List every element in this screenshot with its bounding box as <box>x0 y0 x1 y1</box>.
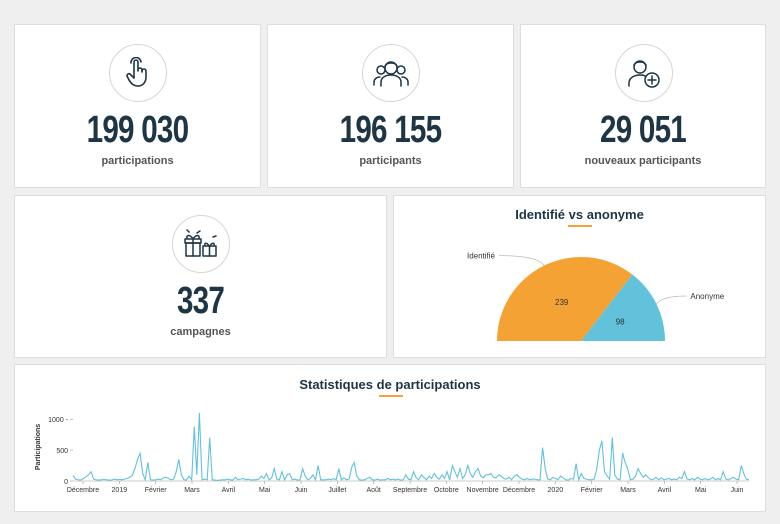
x-tick-label-14: Février <box>581 487 603 494</box>
x-tick-label-4: Avril <box>222 487 236 494</box>
participation-stats-card: Statistiques de participations 0 500 1000 … <box>14 364 766 512</box>
x-tick-label-16: Avril <box>658 487 672 494</box>
x-tick-label-1: 2019 <box>112 487 128 494</box>
x-tick-label-5: Mai <box>259 487 271 494</box>
campaigns-card: 337 campagnes <box>14 195 387 358</box>
x-tick-label-10: Octobre <box>434 487 459 494</box>
y-tick-label-0: 0 <box>64 479 68 486</box>
gifts-icon-circle <box>172 215 230 273</box>
pie-name-label-0: Identifié <box>467 252 496 261</box>
x-tick-label-3: Mars <box>184 487 200 494</box>
people-group-icon-circle <box>362 44 420 102</box>
x-tick-label-2: Février <box>145 487 167 494</box>
identified-vs-anonymous-card: Identifié vs anonyme 239 Identifié 98 Anony… <box>393 195 766 358</box>
participations-series-line <box>72 412 750 482</box>
x-tick-label-17: Mai <box>695 487 707 494</box>
pie-value-label-1: 98 <box>616 318 625 327</box>
x-tick-label-15: Mars <box>620 487 636 494</box>
pie-title-underline <box>568 225 592 227</box>
line-title-underline <box>379 395 403 397</box>
identified-vs-anonymous-chart: 239 Identifié 98 Anonyme <box>467 252 725 342</box>
pointer-hand-icon-circle <box>109 44 167 102</box>
pointer-hand-icon <box>126 57 147 87</box>
pie-name-label-1: Anonyme <box>690 292 724 301</box>
participants-card: 196 155 participants <box>267 24 514 188</box>
participations-card: 199 030 participations <box>14 24 261 188</box>
pie-slice-0[interactable] <box>497 257 633 341</box>
pie-chart-title: Identifié vs anonyme <box>515 207 644 222</box>
x-tick-label-6: Juin <box>295 487 308 494</box>
x-tick-label-8: Août <box>366 487 380 494</box>
pie-connector-1 <box>656 295 687 305</box>
participations-label: participations <box>101 155 174 167</box>
x-tick-label-9: Septembre <box>393 487 427 494</box>
pie-value-label-0: 239 <box>555 298 569 307</box>
y-axis-label: Participations <box>35 424 42 470</box>
x-tick-label-7: Juillet <box>328 487 346 494</box>
people-group-icon <box>373 61 409 87</box>
x-tick-label-13: 2020 <box>548 487 564 494</box>
x-tick-label-11: Novembre <box>467 487 499 494</box>
x-tick-label-18: Juin <box>731 487 744 494</box>
add-person-icon <box>628 60 660 88</box>
line-chart-title: Statistiques de participations <box>299 377 481 392</box>
x-tick-label-0: Décembre <box>67 487 99 494</box>
campaigns-value: 337 <box>176 280 225 322</box>
pie-slice-1[interactable] <box>581 274 665 342</box>
new-participants-value: 29 051 <box>600 109 687 151</box>
participations-line-chart: 0 500 1000 - Participations Décembre 2019 Févr… <box>35 412 750 494</box>
participations-value: 199 030 <box>86 109 189 151</box>
y-tick-label-1: 500 <box>56 448 68 455</box>
x-tick-label-12: Décembre <box>503 487 535 494</box>
new-participants-card: 29 051 nouveaux participants <box>520 24 766 188</box>
pie-connector-0 <box>498 255 545 266</box>
add-person-icon-circle <box>615 44 673 102</box>
participants-value: 196 155 <box>339 109 442 151</box>
campaigns-label: campagnes <box>170 326 231 338</box>
new-participants-label: nouveaux participants <box>584 155 702 167</box>
participants-label: participants <box>359 155 422 167</box>
y-tick-label-2: 1000 - <box>48 417 69 424</box>
gifts-icon <box>184 229 217 257</box>
